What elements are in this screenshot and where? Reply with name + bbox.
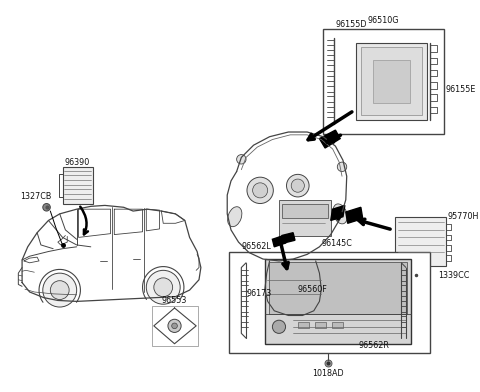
Bar [332, 322, 343, 328]
Text: 96510G: 96510G [368, 16, 399, 25]
Circle shape [272, 320, 286, 333]
Text: 96145C: 96145C [321, 239, 352, 248]
Circle shape [43, 203, 50, 211]
Bar [361, 47, 422, 115]
Bar [282, 203, 328, 218]
Bar [356, 43, 427, 120]
Circle shape [50, 281, 69, 299]
Polygon shape [319, 130, 340, 148]
Bar [373, 60, 410, 103]
Polygon shape [346, 207, 363, 223]
Bar [395, 217, 446, 266]
Circle shape [146, 270, 180, 304]
Circle shape [172, 323, 177, 328]
Bar [323, 29, 444, 134]
Text: 96155D: 96155D [336, 20, 367, 29]
Text: 1327CB: 1327CB [21, 192, 52, 200]
Bar [269, 262, 407, 314]
Text: 96562R: 96562R [359, 341, 390, 350]
Polygon shape [282, 233, 295, 243]
Circle shape [291, 179, 304, 192]
Text: 1339CC: 1339CC [438, 270, 469, 279]
Circle shape [247, 177, 273, 203]
Text: 96562L: 96562L [241, 242, 271, 251]
Circle shape [168, 319, 181, 332]
Text: 95770H: 95770H [447, 212, 479, 221]
Text: 96173: 96173 [246, 289, 271, 298]
Bar [229, 252, 430, 353]
Text: 1018AD: 1018AD [312, 369, 344, 378]
Circle shape [337, 162, 347, 172]
Text: 96553: 96553 [162, 296, 187, 305]
Bar [315, 322, 326, 328]
Polygon shape [272, 236, 286, 247]
Circle shape [43, 273, 77, 307]
Circle shape [252, 183, 268, 198]
Ellipse shape [333, 204, 347, 224]
Circle shape [413, 271, 420, 279]
Text: 96155E: 96155E [445, 85, 476, 94]
Circle shape [154, 278, 173, 297]
Circle shape [287, 174, 309, 197]
Text: 96390: 96390 [65, 158, 90, 167]
Bar [62, 167, 93, 205]
Ellipse shape [228, 207, 242, 227]
Text: 96560F: 96560F [297, 285, 327, 294]
Bar [298, 322, 309, 328]
Circle shape [237, 154, 246, 164]
Polygon shape [331, 205, 345, 220]
Bar [279, 200, 331, 236]
Bar [152, 306, 198, 346]
Bar [265, 259, 411, 344]
